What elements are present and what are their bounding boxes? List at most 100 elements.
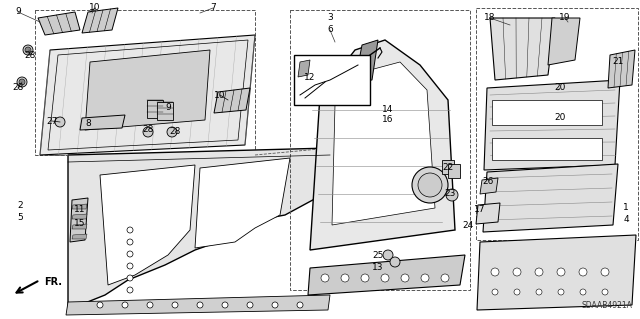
- Text: 13: 13: [372, 263, 384, 272]
- Text: 9: 9: [15, 8, 21, 17]
- Circle shape: [536, 289, 542, 295]
- Circle shape: [558, 289, 564, 295]
- Circle shape: [167, 127, 177, 137]
- Text: 18: 18: [484, 13, 496, 23]
- Text: 21: 21: [612, 57, 624, 66]
- Circle shape: [579, 268, 587, 276]
- Circle shape: [601, 268, 609, 276]
- Polygon shape: [82, 8, 118, 33]
- Circle shape: [127, 251, 133, 257]
- Polygon shape: [66, 295, 330, 315]
- Text: 9: 9: [165, 103, 171, 113]
- Circle shape: [390, 257, 400, 267]
- Circle shape: [580, 289, 586, 295]
- Circle shape: [441, 274, 449, 282]
- Polygon shape: [100, 165, 195, 285]
- Polygon shape: [40, 35, 255, 155]
- Polygon shape: [72, 214, 87, 219]
- Polygon shape: [72, 234, 87, 239]
- Circle shape: [97, 302, 103, 308]
- Polygon shape: [608, 50, 635, 88]
- Circle shape: [418, 173, 442, 197]
- Text: FR.: FR.: [44, 277, 62, 287]
- Circle shape: [172, 302, 178, 308]
- Circle shape: [492, 289, 498, 295]
- Polygon shape: [477, 235, 636, 310]
- Circle shape: [513, 268, 521, 276]
- Circle shape: [127, 263, 133, 269]
- Polygon shape: [355, 40, 378, 82]
- Polygon shape: [72, 204, 87, 209]
- Circle shape: [491, 268, 499, 276]
- Text: 23: 23: [444, 189, 456, 197]
- Polygon shape: [476, 203, 500, 224]
- Text: 7: 7: [210, 4, 216, 12]
- Circle shape: [247, 302, 253, 308]
- Circle shape: [446, 189, 458, 201]
- Circle shape: [412, 167, 448, 203]
- Text: 10: 10: [89, 4, 100, 12]
- Polygon shape: [448, 164, 460, 178]
- Polygon shape: [490, 18, 555, 80]
- Circle shape: [535, 268, 543, 276]
- Text: 28: 28: [142, 125, 154, 135]
- Circle shape: [381, 274, 389, 282]
- Circle shape: [19, 79, 25, 85]
- Circle shape: [321, 274, 329, 282]
- Circle shape: [602, 289, 608, 295]
- Circle shape: [127, 239, 133, 245]
- Text: 17: 17: [474, 205, 486, 214]
- Circle shape: [197, 302, 203, 308]
- Text: 6: 6: [327, 26, 333, 34]
- Circle shape: [297, 302, 303, 308]
- Polygon shape: [214, 88, 250, 113]
- Text: 28: 28: [24, 50, 36, 60]
- Text: 27: 27: [46, 116, 58, 125]
- Polygon shape: [157, 102, 173, 120]
- Circle shape: [361, 274, 369, 282]
- Text: 3: 3: [327, 13, 333, 23]
- Polygon shape: [70, 198, 88, 242]
- Text: 5: 5: [17, 213, 23, 222]
- Text: 2: 2: [17, 201, 23, 210]
- Text: 4: 4: [623, 216, 629, 225]
- Polygon shape: [147, 100, 163, 118]
- Text: 28: 28: [12, 84, 24, 93]
- Circle shape: [25, 47, 31, 53]
- Circle shape: [514, 289, 520, 295]
- Polygon shape: [38, 12, 80, 35]
- Circle shape: [147, 302, 153, 308]
- Circle shape: [127, 227, 133, 233]
- Text: 28: 28: [170, 128, 180, 137]
- Circle shape: [143, 127, 153, 137]
- Circle shape: [122, 302, 128, 308]
- Text: 14: 14: [382, 106, 394, 115]
- Text: 12: 12: [304, 73, 316, 83]
- Polygon shape: [80, 115, 125, 130]
- Circle shape: [401, 274, 409, 282]
- Circle shape: [557, 268, 565, 276]
- Polygon shape: [442, 160, 454, 174]
- Circle shape: [55, 117, 65, 127]
- Polygon shape: [68, 148, 330, 310]
- Polygon shape: [480, 178, 498, 194]
- Circle shape: [341, 274, 349, 282]
- Text: 20: 20: [554, 84, 566, 93]
- Text: 8: 8: [85, 118, 91, 128]
- Circle shape: [23, 45, 33, 55]
- Text: 25: 25: [372, 250, 384, 259]
- Text: 1: 1: [623, 204, 629, 212]
- Circle shape: [272, 302, 278, 308]
- Polygon shape: [310, 40, 455, 250]
- Text: 15: 15: [74, 219, 86, 227]
- Polygon shape: [332, 62, 435, 225]
- Text: 11: 11: [74, 205, 86, 214]
- Text: SDAAB4921A: SDAAB4921A: [581, 301, 632, 310]
- Text: 16: 16: [382, 115, 394, 124]
- Polygon shape: [492, 100, 602, 125]
- Circle shape: [222, 302, 228, 308]
- Polygon shape: [484, 80, 620, 170]
- Circle shape: [127, 287, 133, 293]
- Polygon shape: [195, 158, 290, 248]
- Text: 22: 22: [442, 164, 454, 173]
